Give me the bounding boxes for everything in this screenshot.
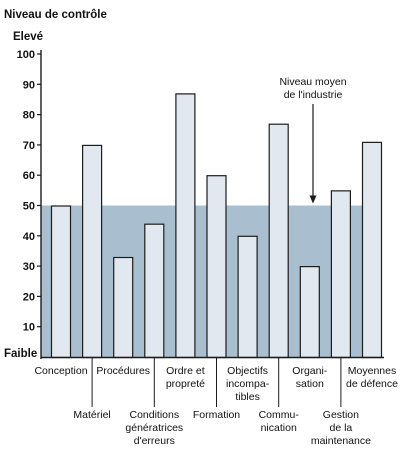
industry-average-arrow-head: [309, 195, 317, 204]
bar-9: [299, 266, 320, 359]
y-ticks-group: 10 20 30 40 50 60 70 80 90 100: [17, 49, 41, 334]
category-label-6: Formation: [193, 409, 240, 421]
y-tick-label-30: 30: [23, 261, 35, 273]
bar-1: [50, 205, 72, 359]
category-label-7: Objectifs incompa-tibles: [226, 365, 270, 403]
bar-4: [144, 223, 165, 359]
bar-2: [81, 144, 103, 359]
y-axis-high-label: Elevé: [13, 31, 43, 43]
x-labels-group: Conception Matériel Procédures Conditions gé…: [34, 358, 398, 447]
axes-group: [40, 50, 384, 359]
bar-5: [175, 93, 196, 359]
y-tick-label-70: 70: [23, 140, 35, 152]
y-tick-label-100: 100: [17, 49, 35, 61]
y-tick-label-80: 80: [23, 110, 35, 122]
category-label-9: Organi-sation: [292, 365, 328, 390]
category-label-4: Conditions génératrices d'erreurs: [125, 409, 183, 447]
bar-3: [113, 256, 134, 359]
category-label-1: Conception: [34, 365, 87, 377]
bar-7: [237, 235, 258, 359]
y-tick-label-90: 90: [23, 79, 35, 91]
bar-10: [330, 190, 351, 359]
category-label-8: Commu-nication: [259, 409, 300, 434]
y-axis-title: Niveau de contrôle: [4, 9, 107, 21]
annotation-group: Niveau moyen de l'industrie: [279, 76, 347, 204]
bars-group: [50, 93, 383, 359]
category-label-11: Moyennes de défence: [346, 365, 398, 390]
bar-8: [268, 123, 289, 359]
bar-6: [206, 175, 227, 359]
y-tick-label-40: 40: [23, 231, 35, 243]
industry-average-label: Niveau moyen de l'industrie: [279, 76, 346, 101]
y-tick-label-50: 50: [23, 201, 35, 213]
y-tick-label-10: 10: [23, 322, 35, 334]
y-axis-low-label: Faible: [4, 348, 37, 360]
bar-11: [361, 141, 383, 359]
category-label-10: Gestion de la maintenance: [311, 409, 371, 447]
category-label-3: Procédures: [96, 365, 150, 377]
y-tick-label-60: 60: [23, 170, 35, 182]
category-label-2: Matériel: [73, 409, 110, 421]
category-label-5: Ordre et propreté: [166, 365, 205, 390]
y-tick-label-20: 20: [23, 291, 35, 303]
